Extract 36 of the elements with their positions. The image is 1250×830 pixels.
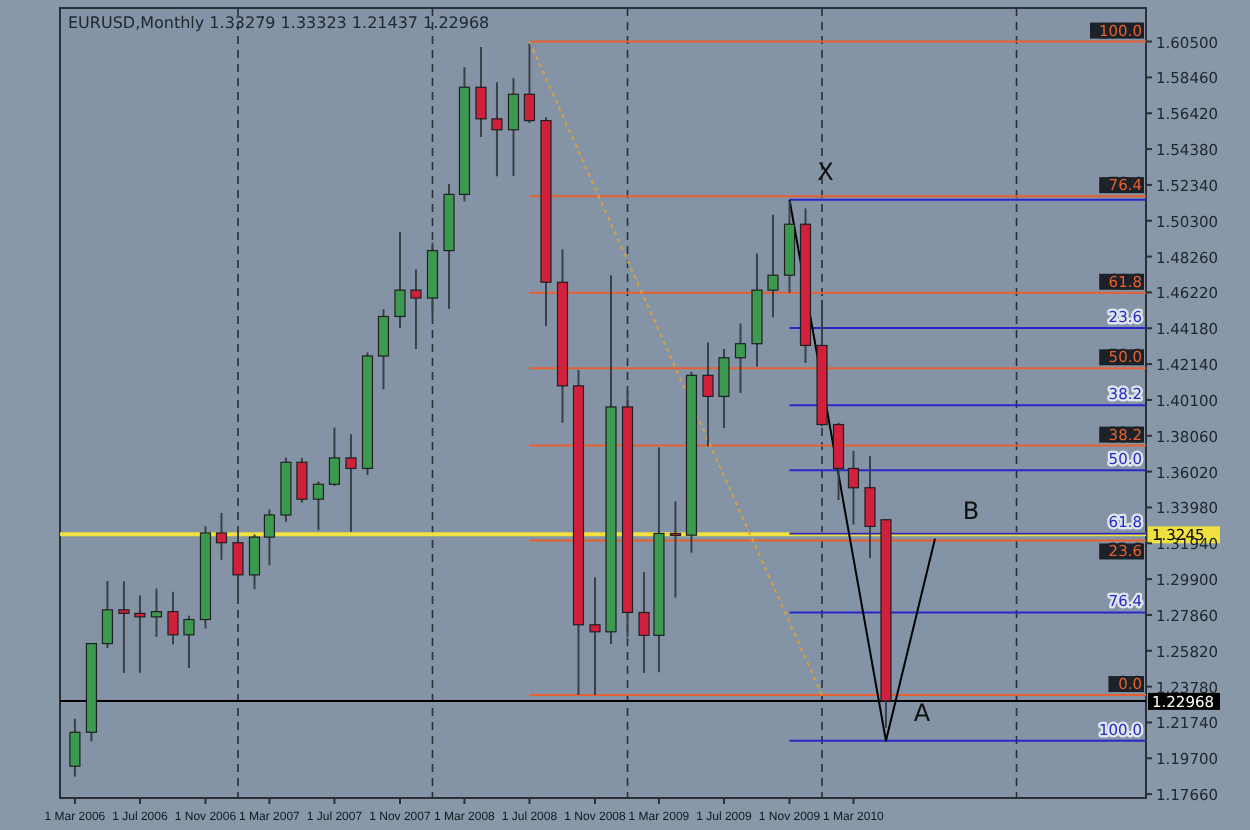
candlestick xyxy=(394,230,406,330)
annotation: X xyxy=(817,158,834,187)
candlestick xyxy=(669,500,682,599)
candlestick xyxy=(523,42,536,125)
candlestick xyxy=(475,46,487,138)
candlestick xyxy=(377,308,390,391)
chart-title: EURUSD,Monthly 1.33279 1.33323 1.21437 1.22968 xyxy=(68,14,490,32)
candlestick xyxy=(167,590,179,646)
candlestick xyxy=(507,77,520,177)
candlestick xyxy=(296,456,308,504)
candlestick xyxy=(702,341,714,448)
candlestick xyxy=(491,81,503,178)
candlestick xyxy=(101,580,114,649)
candlestick xyxy=(832,421,845,502)
candlestick xyxy=(767,213,779,319)
candlestick xyxy=(232,529,244,602)
candlestick xyxy=(183,614,195,670)
candlestick xyxy=(345,433,357,533)
candlestick xyxy=(248,533,261,591)
candlestick xyxy=(312,480,325,532)
annotation: A xyxy=(913,699,932,728)
candlestick xyxy=(150,587,163,638)
candlestick xyxy=(328,426,341,488)
candlestick xyxy=(718,347,730,430)
candlestick xyxy=(864,455,876,560)
candlestick xyxy=(118,580,130,674)
annotation: B xyxy=(962,497,980,526)
candlestick xyxy=(69,717,81,778)
candlestick xyxy=(215,511,228,561)
candlestick xyxy=(734,322,747,394)
candlestick xyxy=(589,576,601,697)
candlestick xyxy=(847,449,860,526)
candlestick xyxy=(410,268,422,350)
candlestick xyxy=(426,241,439,318)
candlestick xyxy=(134,594,146,674)
candlestick xyxy=(263,508,276,567)
